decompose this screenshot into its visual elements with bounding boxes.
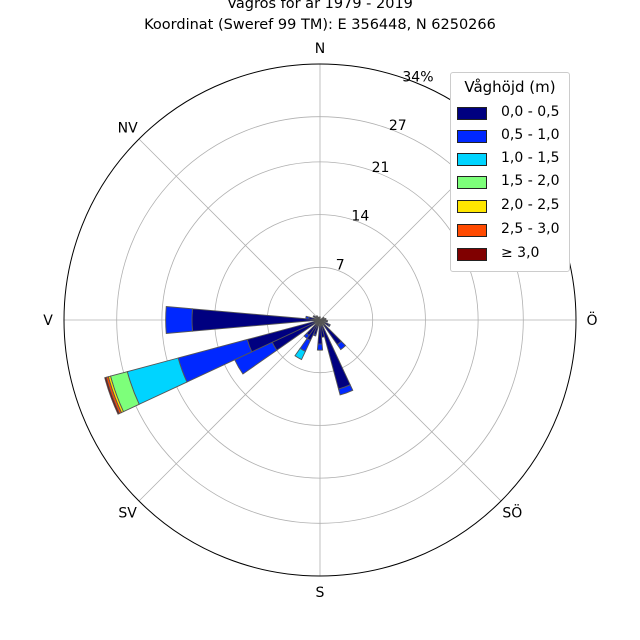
grid-spoke xyxy=(319,319,502,502)
rose-segment xyxy=(316,343,324,351)
rose-segment xyxy=(319,319,351,390)
rose-segment xyxy=(336,340,347,351)
rose-segment xyxy=(327,323,331,328)
legend-label: 2,5 - 3,0 xyxy=(501,221,560,237)
direction-label: Ö xyxy=(586,311,597,329)
legend-label: 0,0 - 0,5 xyxy=(501,104,560,120)
rose-segment xyxy=(337,384,354,396)
rose-segment xyxy=(104,376,120,415)
direction-label: S xyxy=(316,585,325,601)
rose-segment xyxy=(294,347,306,361)
direction-label: V xyxy=(43,313,53,329)
legend-label: 2,0 - 2,5 xyxy=(501,197,560,213)
rose-segment xyxy=(318,316,321,321)
legend: Våghöjd (m) 0,0 - 0,5 0,5 - 1,0 1,0 - 1,… xyxy=(450,72,570,272)
rose-segment xyxy=(165,306,193,334)
legend-label: ≥ 3,0 xyxy=(501,245,540,261)
direction-label: SV xyxy=(118,505,137,521)
legend-swatch xyxy=(457,248,487,261)
radial-tick-label: 27 xyxy=(389,118,407,134)
legend-swatch xyxy=(457,153,487,166)
grid-spoke xyxy=(138,319,321,502)
grid-spoke xyxy=(138,138,321,321)
radial-tick-label: 34% xyxy=(402,69,433,85)
chart-subtitle: Koordinat (Sweref 99 TM): E 356448, N 62… xyxy=(144,17,496,33)
direction-label: N xyxy=(315,41,325,57)
rose-segment xyxy=(303,332,310,340)
legend-label: 0,5 - 1,0 xyxy=(501,127,560,143)
legend-swatch xyxy=(457,200,487,213)
radial-tick-label: 7 xyxy=(336,257,345,273)
direction-label: SÖ xyxy=(502,503,522,521)
legend-label: 1,0 - 1,5 xyxy=(501,150,560,166)
radial-tick-label: 14 xyxy=(351,209,369,225)
legend-swatch xyxy=(457,107,487,120)
legend-label: 1,5 - 2,0 xyxy=(501,173,560,189)
rose-segment xyxy=(319,317,327,321)
legend-swatch xyxy=(457,176,487,189)
direction-label: NV xyxy=(118,121,138,137)
polar-frame xyxy=(63,63,577,577)
legend-swatch xyxy=(457,224,487,237)
legend-title: Våghöjd (m) xyxy=(464,78,556,96)
chart-title: Vågros för år 1979 - 2019 xyxy=(227,0,413,12)
rose-segment xyxy=(305,315,310,320)
radial-tick-label: 21 xyxy=(372,160,390,176)
legend-swatch xyxy=(457,130,487,143)
